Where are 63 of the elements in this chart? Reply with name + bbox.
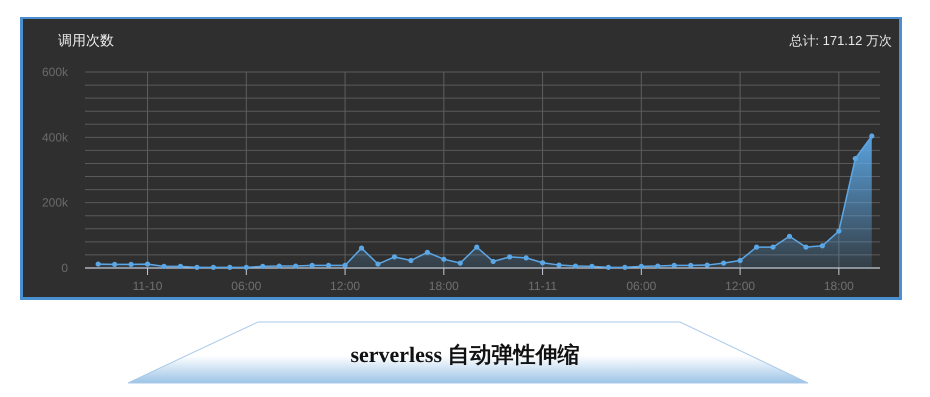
x-tick-label: 11-11 [528,279,558,293]
point [836,228,842,234]
point [144,261,150,267]
point [408,258,414,264]
y-tick-label: 400k [42,130,69,144]
point [358,245,364,251]
point [424,250,430,255]
point [161,264,167,269]
point [606,264,612,270]
point [128,262,134,268]
point [293,263,298,269]
point [721,260,726,266]
point [276,263,282,269]
point [688,262,694,268]
point [178,264,184,269]
point [375,261,381,267]
x-tick-label: 18:00 [428,279,460,293]
point [786,234,792,239]
x-tick-label: 18:00 [824,279,854,293]
point [490,258,496,264]
point [194,264,200,270]
text: 总计: 171.12 万次 [788,33,892,48]
x-tick-label: 12:00 [330,279,360,293]
point [326,262,332,268]
point [342,262,348,268]
point [820,243,825,248]
point [260,264,266,269]
point [540,260,546,266]
point [310,262,315,268]
point [507,254,512,260]
point [441,256,446,262]
x-tick-label: 06:00 [231,279,262,293]
y-tick-label: 0 [61,261,68,275]
y-tick-label: 600k [42,65,69,79]
point [754,244,760,250]
point [655,263,660,269]
point [704,262,710,268]
point [474,244,480,250]
point [392,254,398,260]
text: serverless 自动弹性伸缩 [350,342,580,367]
x-tick-label: 11-10 [132,279,163,293]
point [572,263,578,269]
point [227,264,232,270]
point [852,156,858,162]
point [622,264,628,270]
point [112,262,118,268]
y-tick-label: 200k [42,196,69,210]
point [737,258,743,264]
point [244,264,249,270]
point [638,264,644,269]
point [524,255,529,260]
point [770,244,776,250]
point [869,133,874,139]
x-tick-label: 12:00 [725,279,756,293]
point [458,260,463,266]
chart-title: 调用次数 [58,32,114,48]
point [589,264,595,269]
point [96,261,101,267]
point [556,262,562,268]
point [672,262,677,268]
x-tick-label: 06:00 [626,279,657,293]
point [210,264,216,270]
point [803,244,809,250]
